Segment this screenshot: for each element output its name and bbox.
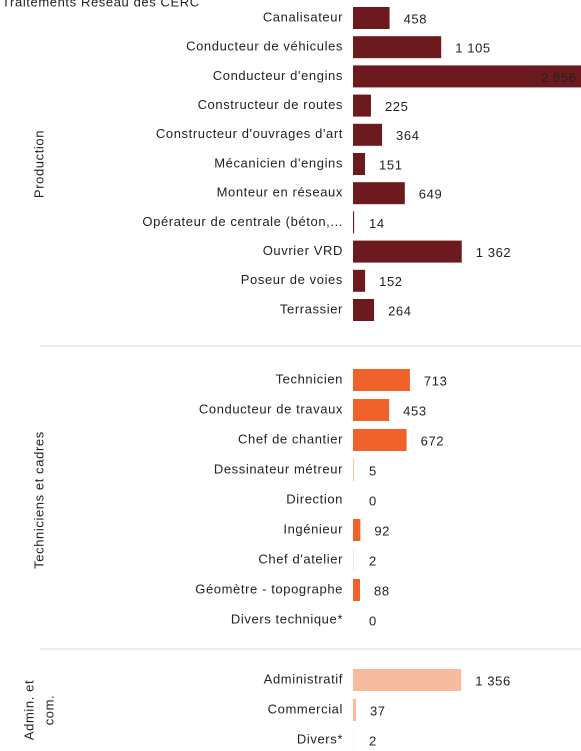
value-label: 152	[379, 274, 403, 289]
category-label: Monteur en réseaux	[217, 185, 343, 200]
category-label: Chef d'atelier	[258, 551, 343, 566]
value-label: 364	[396, 128, 420, 143]
group-label: Techniciens et cadres	[31, 431, 46, 569]
bar	[353, 153, 366, 175]
category-label: Poseur de voies	[241, 272, 343, 287]
category-label: Conducteur d'engins	[213, 68, 343, 83]
bar	[353, 211, 355, 234]
group-label: com.	[41, 695, 56, 726]
category-label: Commercial	[268, 701, 343, 716]
source-note: Traitements Réseau des CERC	[2, 0, 200, 9]
bar	[353, 299, 375, 321]
value-label: 649	[419, 187, 443, 202]
value-label: 92	[374, 523, 390, 538]
bar	[353, 94, 371, 117]
bar	[353, 182, 405, 205]
category-label: Divers technique*	[231, 611, 343, 626]
value-label: 1 356	[475, 673, 511, 688]
bar	[353, 399, 390, 421]
category-label: Divers*	[297, 731, 343, 746]
category-label: Conducteur de travaux	[199, 401, 343, 416]
category-label: Opérateur de centrale (béton,...	[142, 214, 343, 229]
bar	[353, 123, 383, 146]
category-label: Dessinateur métreur	[214, 461, 343, 476]
category-label: Canalisateur	[263, 9, 343, 24]
bar	[353, 240, 462, 263]
bar	[353, 519, 361, 541]
category-label: Technicien	[276, 371, 343, 386]
category-label: Conducteur de véhicules	[186, 39, 343, 54]
value-label: 151	[379, 157, 403, 172]
category-label: Mécanicien d'engins	[214, 155, 343, 170]
value-label: 713	[424, 373, 448, 388]
category-label: Chef de chantier	[238, 431, 343, 446]
value-label: 1 105	[455, 41, 491, 56]
category-label: Géomètre - topographe	[195, 581, 343, 596]
value-label: 453	[403, 403, 427, 418]
value-label: 264	[388, 303, 412, 318]
bar	[353, 36, 442, 59]
category-label: Ouvrier VRD	[263, 243, 343, 258]
value-label: 37	[370, 703, 386, 718]
value-label: 458	[404, 11, 428, 26]
category-label: Constructeur d'ouvrages d'art	[156, 126, 343, 141]
value-label: 1 362	[476, 245, 512, 260]
value-label: 14	[369, 216, 385, 231]
value-label: 0	[369, 493, 377, 508]
bar	[353, 579, 361, 601]
bar	[353, 7, 390, 29]
bar	[353, 369, 410, 391]
bar	[353, 669, 462, 691]
category-label: Administratif	[264, 671, 343, 686]
value-label: 2 856	[541, 70, 577, 85]
group-label: Admin. et	[21, 680, 36, 740]
value-label: 2	[369, 733, 377, 748]
value-label: 5	[369, 463, 377, 478]
category-label: Terrassier	[280, 301, 343, 316]
value-label: 0	[369, 613, 377, 628]
bar	[353, 699, 356, 721]
bar	[353, 269, 366, 292]
value-label: 2	[369, 553, 377, 568]
bar	[353, 65, 581, 88]
category-label: Direction	[286, 491, 343, 506]
value-label: 88	[374, 583, 390, 598]
bar	[353, 429, 407, 451]
category-label: Ingénieur	[283, 521, 343, 536]
value-label: 225	[385, 99, 409, 114]
category-label: Constructeur de routes	[198, 97, 343, 112]
value-label: 672	[421, 433, 445, 448]
group-label: Production	[31, 130, 46, 198]
